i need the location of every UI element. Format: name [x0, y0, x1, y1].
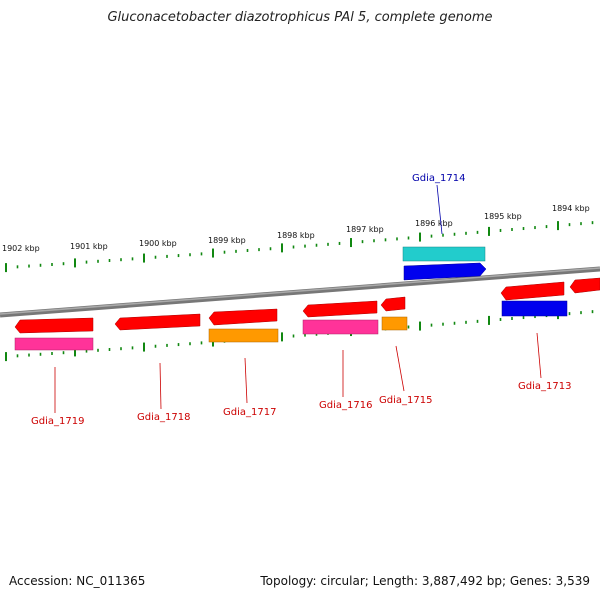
gene-partial-arrow[interactable]	[569, 277, 600, 294]
scale-label: 1900 kbp	[139, 239, 177, 248]
gene-label-1716[interactable]: Gdia_1716	[319, 400, 372, 411]
gene-label-1714[interactable]: Gdia_1714	[412, 173, 465, 184]
gene-1716-arrow[interactable]	[302, 300, 378, 318]
scale-label: 1897 kbp	[346, 225, 384, 234]
gene-label-1718[interactable]: Gdia_1718	[137, 412, 190, 423]
gene-1715-arrow[interactable]	[380, 296, 406, 312]
gene-1719-cds[interactable]	[14, 337, 94, 351]
gene-1714-arrow[interactable]	[403, 262, 487, 281]
upper-tick-row	[5, 221, 594, 273]
scale-label: 1898 kbp	[277, 231, 315, 240]
scale-label: 1895 kbp	[484, 212, 522, 221]
gene-1713-cds[interactable]	[501, 300, 568, 317]
leader-line	[395, 345, 405, 392]
lower-tick-row	[5, 310, 594, 362]
map-title: Gluconacetobacter diazotrophicus PAl 5, …	[107, 10, 493, 25]
gene-label-1715[interactable]: Gdia_1715	[379, 395, 432, 406]
gene-1719-arrow[interactable]	[14, 317, 94, 334]
scale-label: 1894 kbp	[552, 204, 590, 213]
genome-backbone-highlight	[0, 267, 600, 315]
gene-1715-cds[interactable]	[381, 316, 408, 331]
accession-text: Accession: NC_011365	[9, 574, 146, 588]
gene-1716-cds[interactable]	[302, 319, 379, 335]
scale-label: 1901 kbp	[70, 242, 108, 251]
genome-summary-text: Topology: circular; Length: 3,887,492 bp…	[260, 574, 590, 588]
scale-label: 1896 kbp	[415, 219, 453, 228]
gene-1717-cds[interactable]	[208, 328, 279, 343]
gene-label-1713[interactable]: Gdia_1713	[518, 381, 571, 392]
gene-1718-arrow[interactable]	[114, 313, 201, 331]
leader-line	[536, 332, 542, 379]
gene-label-1719[interactable]: Gdia_1719	[31, 416, 84, 427]
gene-label-1717[interactable]: Gdia_1717	[223, 407, 276, 418]
leader-line	[159, 362, 162, 410]
scale-label: 1899 kbp	[208, 236, 246, 245]
gene-1714-cds[interactable]	[402, 246, 486, 262]
genome-backbone	[0, 266, 600, 318]
gene-1717-arrow[interactable]	[208, 308, 278, 326]
gene-1713-arrow[interactable]	[500, 281, 565, 301]
scale-label: 1902 kbp	[2, 244, 40, 253]
leader-line	[436, 184, 443, 235]
leader-line	[244, 357, 248, 404]
